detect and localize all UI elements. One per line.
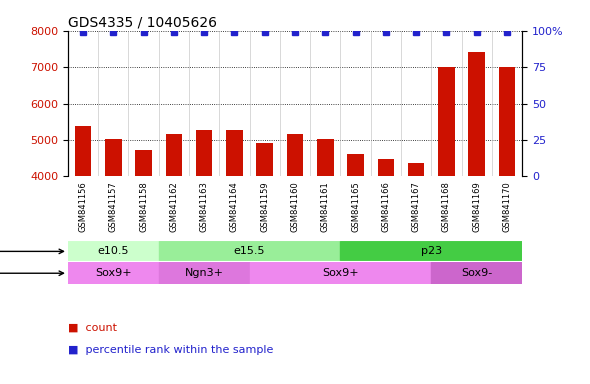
Text: cell type: cell type — [0, 268, 64, 278]
Bar — [431, 262, 522, 284]
Text: GSM841169: GSM841169 — [472, 182, 481, 232]
Bar — [105, 139, 122, 176]
Bar — [499, 67, 515, 176]
Bar — [438, 67, 455, 176]
Bar — [226, 130, 242, 176]
Bar — [468, 52, 485, 176]
Text: GSM841163: GSM841163 — [199, 182, 209, 232]
Bar — [340, 240, 522, 262]
Text: GSM841156: GSM841156 — [78, 182, 87, 232]
Bar — [348, 154, 364, 176]
Text: GSM841168: GSM841168 — [442, 182, 451, 232]
Text: GSM841161: GSM841161 — [321, 182, 330, 232]
Bar — [250, 262, 431, 284]
Bar — [408, 162, 424, 176]
Bar — [135, 150, 152, 176]
Text: age: age — [0, 247, 64, 257]
Text: p23: p23 — [421, 247, 442, 257]
Bar — [317, 139, 333, 176]
Text: GSM841159: GSM841159 — [260, 182, 269, 232]
Text: e10.5: e10.5 — [97, 247, 129, 257]
Text: GSM841166: GSM841166 — [381, 182, 391, 232]
Text: GSM841162: GSM841162 — [169, 182, 178, 232]
Bar — [159, 240, 340, 262]
Text: e15.5: e15.5 — [234, 247, 266, 257]
Bar — [75, 126, 91, 176]
Text: GSM841158: GSM841158 — [139, 182, 148, 232]
Text: GSM841160: GSM841160 — [290, 182, 300, 232]
Text: GSM841170: GSM841170 — [503, 182, 512, 232]
Bar — [196, 130, 212, 176]
Text: Sox9+: Sox9+ — [322, 268, 359, 278]
Text: Ngn3+: Ngn3+ — [185, 268, 224, 278]
Text: GSM841157: GSM841157 — [109, 182, 118, 232]
Text: ■  count: ■ count — [68, 322, 117, 332]
Text: ■  percentile rank within the sample: ■ percentile rank within the sample — [68, 345, 273, 355]
Bar — [68, 240, 159, 262]
Bar — [257, 143, 273, 176]
Text: GDS4335 / 10405626: GDS4335 / 10405626 — [68, 16, 217, 30]
Bar — [159, 262, 250, 284]
Bar — [378, 159, 394, 176]
Text: GSM841167: GSM841167 — [412, 182, 421, 232]
Bar — [287, 134, 303, 176]
Text: Sox9+: Sox9+ — [95, 268, 132, 278]
Bar — [166, 134, 182, 176]
Text: GSM841164: GSM841164 — [230, 182, 239, 232]
Text: GSM841165: GSM841165 — [351, 182, 360, 232]
Bar — [68, 262, 159, 284]
Text: Sox9-: Sox9- — [461, 268, 492, 278]
